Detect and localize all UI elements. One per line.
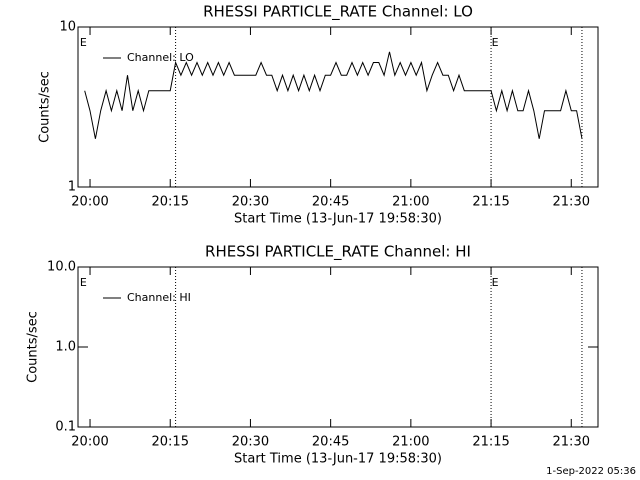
y-axis-label: Counts/sec xyxy=(26,311,41,383)
y-axis-label: Counts/sec xyxy=(38,71,53,143)
y-tick-label: 1.0 xyxy=(55,340,76,355)
x-tick-label: 20:00 xyxy=(71,435,108,450)
x-tick-label: 21:15 xyxy=(472,195,509,210)
chart-title: RHESSI PARTICLE_RATE Channel: HI xyxy=(205,243,471,262)
legend-label: Channel: LO xyxy=(127,51,194,64)
x-tick-label: 20:15 xyxy=(152,435,189,450)
x-tick-label: 21:00 xyxy=(392,435,429,450)
x-tick-label: 20:30 xyxy=(232,195,269,210)
plot-frame xyxy=(77,26,599,188)
y-tick-label: 0.1 xyxy=(55,420,76,435)
footer: 1-Sep-2022 05:36 xyxy=(546,466,636,477)
annotation: E xyxy=(80,36,87,49)
data-line xyxy=(84,51,583,139)
legend-label: Channel: HI xyxy=(127,291,191,304)
y-tick-label: 10 xyxy=(59,20,76,35)
x-tick-label: 20:30 xyxy=(232,435,269,450)
x-axis-label: Start Time (13-Jun-17 19:58:30) xyxy=(234,452,442,467)
chart-title: RHESSI PARTICLE_RATE Channel: LO xyxy=(203,3,473,22)
annotation: E xyxy=(492,276,499,289)
x-tick-label: 21:30 xyxy=(553,195,590,210)
y-tick-label: 1 xyxy=(68,180,76,195)
annotation: E xyxy=(492,36,499,49)
x-tick-label: 20:45 xyxy=(312,435,349,450)
x-axis-label: Start Time (13-Jun-17 19:58:30) xyxy=(234,212,442,227)
x-tick-label: 21:00 xyxy=(392,195,429,210)
x-tick-label: 20:00 xyxy=(71,195,108,210)
x-tick-label: 20:45 xyxy=(312,195,349,210)
x-tick-label: 21:15 xyxy=(472,435,509,450)
annotation: E xyxy=(80,276,87,289)
x-tick-label: 20:15 xyxy=(152,195,189,210)
y-tick-label: 10.0 xyxy=(47,260,76,275)
x-tick-label: 21:30 xyxy=(553,435,590,450)
